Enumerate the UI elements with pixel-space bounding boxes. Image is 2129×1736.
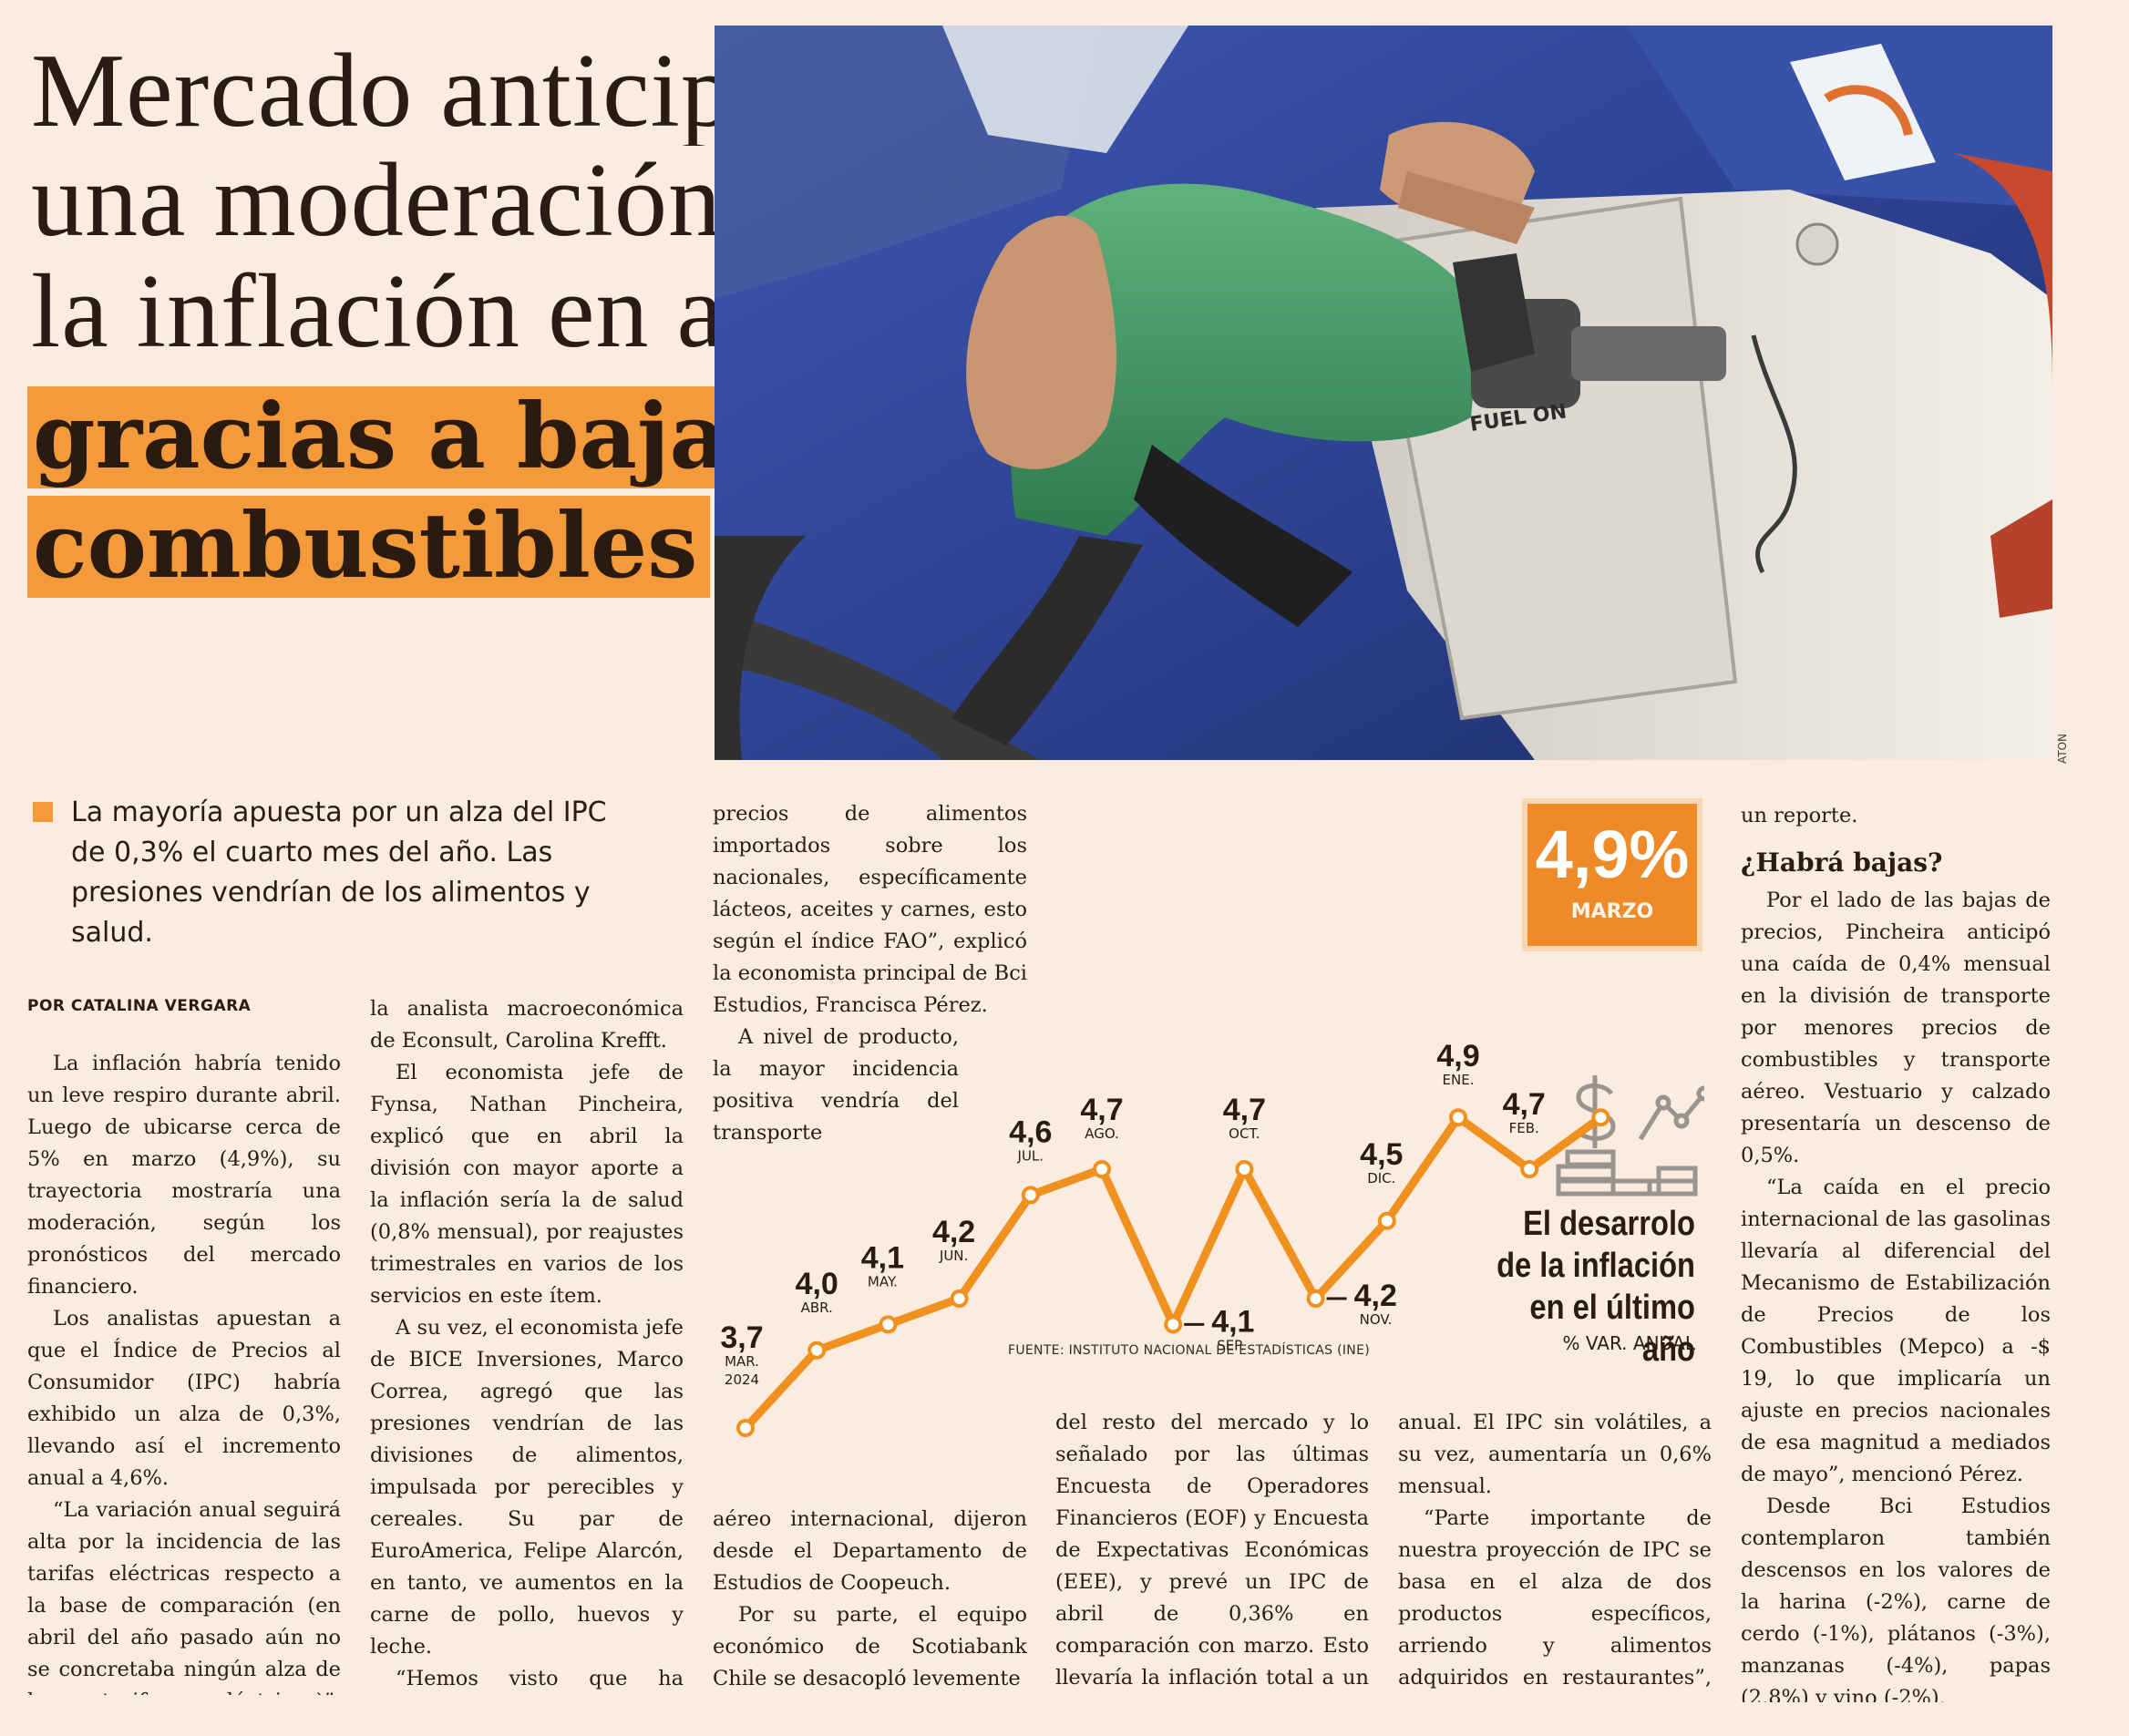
data-point [1591,1108,1610,1127]
chart-unit-label: % VAR. ANUAL [1562,1332,1695,1354]
category-label: SEP. [1217,1337,1244,1353]
category-label: ENE. [1443,1072,1475,1088]
data-point [736,1419,755,1437]
paragraph: la analista macroeconómica de Econsult, … [370,997,684,1053]
category-label: JUN. [939,1248,968,1264]
category-label: FEB. [1509,1120,1539,1136]
paragraph: Por su parte, el equipo económico de Sco… [713,1603,1027,1690]
section-heading: ¿Habrá bajas? [1741,847,1943,878]
headline-highlight-line-2: combustibles [27,496,711,598]
highlight-value: 4,9% [1535,817,1690,892]
photo-credit: ATON [2056,733,2069,764]
lead-paragraph: La mayoría apuesta por un alza del IPC d… [71,796,607,949]
article-column-3-top: precios de alimentos importados sobre lo… [713,798,1027,1163]
category-label: OCT. [1229,1125,1260,1142]
chart-source: FUENTE: INSTITUTO NACIONAL DE ESTADÍSTIC… [1008,1343,1370,1358]
article-column-2: la analista macroeconómica de Econsult, … [370,993,684,1695]
category-label: MAY. [868,1273,898,1289]
data-value-label: 4,7 [1223,1093,1266,1127]
byline: POR CATALINA VERGARA [27,997,252,1015]
article-column-5: anual. El IPC sin volátiles, a su vez, a… [1398,1407,1712,1699]
data-value-label: 4,7 [1503,1087,1546,1122]
data-point [1306,1289,1325,1308]
data-value-label: 4,6 [1009,1115,1052,1149]
data-value-label: 4,1 [1211,1304,1254,1339]
data-point [1021,1186,1040,1205]
paragraph: del resto del mercado y lo señalado por … [1055,1411,1369,1699]
article-column-4: del resto del mercado y lo señalado por … [1055,1407,1369,1699]
fuel-nozzle-illustration: FUEL ON [715,26,2052,760]
paragraph: Por el lado de las bajas de precios, Pin… [1741,889,2051,1167]
paragraph: precios de alimentos importados sobre lo… [713,802,1027,1017]
paragraph: aéreo internacional, dijeron desde el De… [713,1507,1027,1595]
category-label: NOV. [1360,1311,1393,1328]
article-column-3-bottom: aéreo internacional, dijeron desde el De… [713,1504,1027,1700]
paragraph: “La variación anual seguirá alta por la … [27,1498,341,1695]
data-value-label: 4,1 [861,1240,904,1275]
data-value-label: 4,5 [1360,1137,1403,1172]
inflation-line-chart: 3,7MAR.20244,0ABR.4,1MAY.4,2JUN.4,6JUL.4… [720,1039,1704,1437]
category-label: JUL. [1017,1147,1044,1164]
data-point [950,1289,969,1308]
data-point [1093,1160,1111,1178]
article-column-6: un reporte. ¿Habrá bajas? Por el lado de… [1741,800,2051,1702]
article-column-1: La inflación habría tenido un leve respi… [27,1048,341,1695]
category-label: 2024 [725,1371,759,1388]
paragraph: La inflación habría tenido un leve respi… [27,1052,341,1299]
data-point [807,1341,827,1360]
data-value-label: 4,2 [932,1215,975,1249]
data-value-label: 3,7 [720,1320,763,1355]
category-label: DIC. [1367,1170,1395,1186]
paragraph: “Hemos visto que ha aumentado la presión… [396,1667,684,1690]
paragraph: “La caída en el precio internacional de … [1741,1176,2051,1486]
data-point [1520,1160,1539,1178]
paragraph: Los analistas apuestan a que el Índice d… [27,1307,341,1490]
data-point [1235,1160,1254,1178]
headline-line-1: Mercado anticipa [27,36,799,146]
chart-plot: 3,7MAR.20244,0ABR.4,1MAY.4,2JUN.4,6JUL.4… [720,1039,1610,1437]
fuel-pump-photo: FUEL ON [715,26,2052,760]
paragraph: A nivel de producto, la mayor incidencia… [713,1025,959,1145]
paragraph: anual. El IPC sin volátiles, a su vez, a… [1398,1411,1712,1498]
category-label: AGO. [1085,1125,1119,1142]
paragraph: A su vez, el economista jefe de BICE Inv… [370,1316,684,1659]
highlight-badge: 4,9% MARZO [1527,804,1697,946]
data-value-label: 4,7 [1080,1093,1123,1127]
paragraph: El economista jefe de Fynsa, Nathan Pinc… [370,1061,684,1308]
data-point [879,1315,898,1334]
data-value-label: 4,0 [796,1267,838,1301]
data-point [1377,1211,1396,1230]
chart-title: El desarrolo de la inflación en el últim… [1496,1205,1695,1369]
paragraph: Desde Bci Estudios contemplaron también … [1741,1495,2051,1702]
data-point [1164,1315,1183,1334]
data-point [1449,1108,1467,1127]
lead-marker-icon [33,802,53,822]
data-value-label: 4,9 [1436,1039,1479,1073]
paragraph: un reporte. [1741,804,1858,827]
category-label: ABR. [801,1299,833,1316]
paragraph: “Parte importante de nuestra proyección … [1398,1506,1712,1699]
data-value-label: 4,2 [1354,1279,1397,1313]
highlight-label: MARZO [1570,900,1654,923]
category-label: MAR. [725,1353,759,1370]
